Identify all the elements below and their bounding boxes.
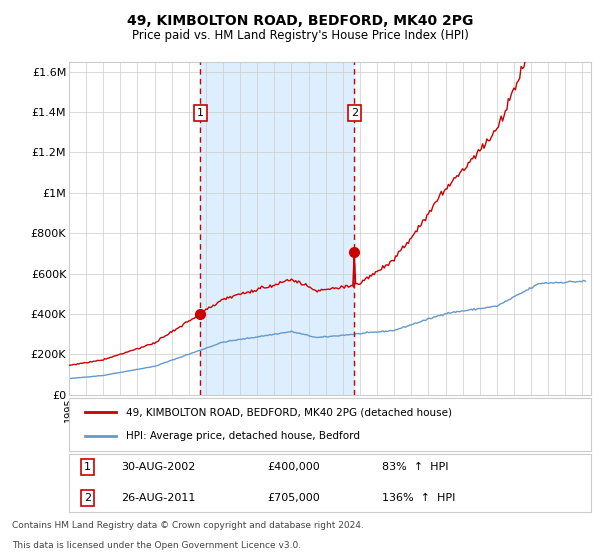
Text: Contains HM Land Registry data © Crown copyright and database right 2024.: Contains HM Land Registry data © Crown c… (12, 521, 364, 530)
Text: 26-AUG-2011: 26-AUG-2011 (121, 493, 196, 503)
Text: 2: 2 (350, 108, 358, 118)
Text: 49, KIMBOLTON ROAD, BEDFORD, MK40 2PG (detached house): 49, KIMBOLTON ROAD, BEDFORD, MK40 2PG (d… (127, 408, 452, 418)
Text: 2: 2 (84, 493, 91, 503)
Text: This data is licensed under the Open Government Licence v3.0.: This data is licensed under the Open Gov… (12, 541, 301, 550)
Text: 30-AUG-2002: 30-AUG-2002 (121, 462, 196, 472)
Text: £400,000: £400,000 (268, 462, 320, 472)
Text: HPI: Average price, detached house, Bedford: HPI: Average price, detached house, Bedf… (127, 431, 361, 441)
Text: 83%  ↑  HPI: 83% ↑ HPI (382, 462, 449, 472)
Text: Price paid vs. HM Land Registry's House Price Index (HPI): Price paid vs. HM Land Registry's House … (131, 29, 469, 42)
Bar (200, 62, 354, 395)
Text: 49, KIMBOLTON ROAD, BEDFORD, MK40 2PG: 49, KIMBOLTON ROAD, BEDFORD, MK40 2PG (127, 14, 473, 28)
Text: 136%  ↑  HPI: 136% ↑ HPI (382, 493, 455, 503)
Text: 1: 1 (84, 462, 91, 472)
Text: 1: 1 (197, 108, 204, 118)
Text: £705,000: £705,000 (268, 493, 320, 503)
